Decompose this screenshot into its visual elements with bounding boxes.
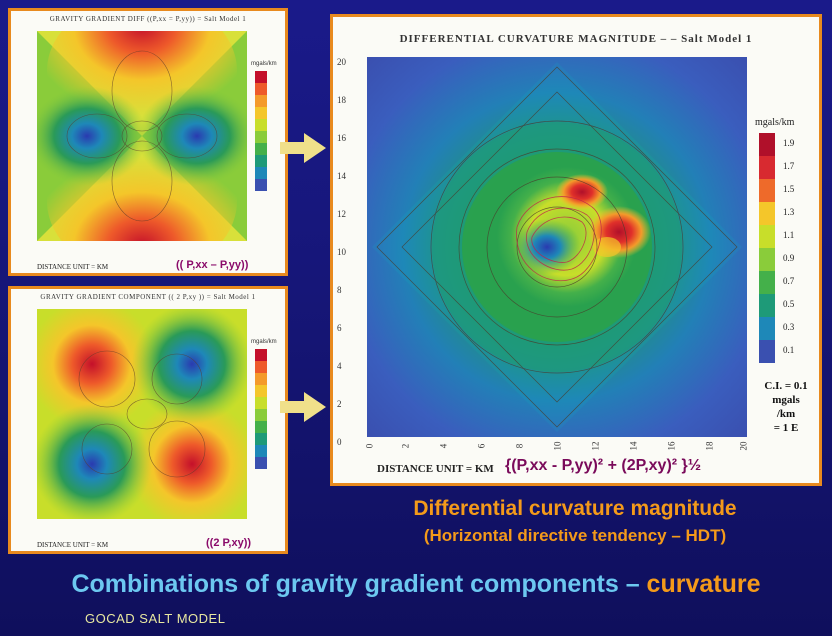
legend-value: 1.3 — [783, 207, 795, 217]
slide-title: Combinations of gravity gradient compone… — [0, 570, 832, 599]
legend-row: 1.7 — [759, 156, 819, 179]
main-y-axis-ticks: 20 18 16 14 12 10 8 6 4 2 0 — [337, 57, 353, 447]
bottom-left-colorbar — [255, 349, 267, 469]
slide-title-accent: curvature — [646, 570, 761, 598]
bottom-left-panel: GRAVITY GRADIENT COMPONENT (( 2 P,xy )) … — [8, 286, 288, 554]
x-tick: 6 — [476, 443, 487, 449]
legend-row: 1.9 — [759, 133, 819, 156]
legend-swatch — [759, 179, 775, 202]
y-tick: 20 — [337, 57, 346, 67]
caption-hdt-subtitle: (Horizontal directive tendency – HDT) — [423, 526, 727, 545]
top-left-colorbar — [255, 71, 267, 191]
y-tick: 12 — [337, 209, 346, 219]
main-legend-unit: mgals/km — [755, 117, 795, 128]
legend-swatch — [759, 225, 775, 248]
ci-line: = 1 E — [773, 422, 799, 434]
legend-row: 0.1 — [759, 340, 819, 363]
main-panel-title: DIFFERENTIAL CURVATURE MAGNITUDE – – Sal… — [399, 33, 753, 45]
x-tick: 4 — [438, 443, 449, 449]
legend-row: 1.3 — [759, 202, 819, 225]
x-tick: 10 — [552, 441, 563, 451]
bottom-left-formula: ((2 P,xy)) — [206, 537, 252, 549]
legend-value: 0.1 — [783, 345, 795, 355]
main-distance-label: DISTANCE UNIT = KM — [377, 463, 494, 475]
y-tick: 16 — [337, 133, 346, 143]
x-tick: 12 — [590, 441, 601, 451]
caption-hdt-title: Differential curvature magnitude — [413, 497, 737, 520]
legend-row: 0.3 — [759, 317, 819, 340]
legend-swatch — [759, 340, 775, 363]
x-tick: 8 — [514, 443, 525, 449]
y-tick: 8 — [337, 285, 342, 295]
main-contour-map — [367, 57, 747, 437]
top-left-contour-map — [37, 31, 247, 241]
legend-swatch — [759, 317, 775, 340]
legend-value: 1.5 — [783, 184, 795, 194]
slide-title-main: Combinations of gravity gradient compone… — [71, 570, 647, 598]
ci-line: mgals — [772, 394, 800, 406]
legend-row: 1.5 — [759, 179, 819, 202]
legend-row: 1.1 — [759, 225, 819, 248]
bottom-left-panel-title: GRAVITY GRADIENT COMPONENT (( 2 P,xy )) … — [40, 293, 256, 301]
legend-value: 1.1 — [783, 230, 795, 240]
ci-line: /km — [776, 408, 796, 420]
legend-swatch — [759, 202, 775, 225]
top-left-formula: (( P,xx – P,yy)) — [176, 259, 249, 271]
legend-swatch — [759, 271, 775, 294]
x-tick: 14 — [628, 441, 639, 451]
legend-swatch — [759, 248, 775, 271]
y-tick: 10 — [337, 247, 346, 257]
bottom-left-distance-label: DISTANCE UNIT = KM — [37, 541, 109, 549]
legend-value: 0.9 — [783, 253, 795, 263]
top-left-distance-label: DISTANCE UNIT = KM — [37, 263, 109, 271]
legend-swatch — [759, 133, 775, 156]
legend-row: 0.9 — [759, 248, 819, 271]
main-panel: DIFFERENTIAL CURVATURE MAGNITUDE – – Sal… — [330, 14, 822, 486]
top-left-legend-unit: mgals/km — [251, 61, 277, 67]
legend-value: 0.7 — [783, 276, 795, 286]
y-tick: 18 — [337, 95, 346, 105]
main-formula: {(P,xx - P,yy)² + (2P,xy)² }½ — [505, 457, 702, 474]
contour-interval-note: C.I. = 0.1 mgals /km = 1 E — [753, 379, 819, 435]
bottom-left-legend-unit: mgals/km — [251, 339, 277, 345]
legend-row: 0.5 — [759, 294, 819, 317]
top-left-panel-title: GRAVITY GRADIENT DIFF ((P,xx = P,yy)) = … — [49, 15, 247, 23]
legend-value: 1.7 — [783, 161, 795, 171]
legend-value: 0.3 — [783, 322, 795, 332]
bottom-arrow-icon — [280, 392, 326, 422]
x-tick: 20 — [738, 441, 749, 451]
x-tick: 16 — [666, 441, 677, 451]
y-tick: 0 — [337, 437, 342, 447]
y-tick: 6 — [337, 323, 342, 333]
y-tick: 2 — [337, 399, 342, 409]
bottom-left-contour-map — [37, 309, 247, 519]
legend-value: 1.9 — [783, 138, 795, 148]
legend-row: 0.7 — [759, 271, 819, 294]
legend-swatch — [759, 294, 775, 317]
legend-value: 0.5 — [783, 299, 795, 309]
y-tick: 4 — [337, 361, 342, 371]
x-tick: 18 — [704, 441, 715, 451]
x-tick: 2 — [400, 443, 411, 449]
x-tick: 0 — [364, 443, 375, 449]
legend-swatch — [759, 156, 775, 179]
ci-line: C.I. = 0.1 — [764, 380, 808, 392]
footer-model-label: GOCAD SALT MODEL — [85, 611, 226, 626]
y-tick: 14 — [337, 171, 346, 181]
top-arrow-icon — [280, 133, 326, 163]
main-colorbar: 1.9 1.7 1.5 1.3 1.1 0.9 0.7 0.5 0.3 0.1 — [759, 133, 819, 363]
top-left-panel: GRAVITY GRADIENT DIFF ((P,xx = P,yy)) = … — [8, 8, 288, 276]
